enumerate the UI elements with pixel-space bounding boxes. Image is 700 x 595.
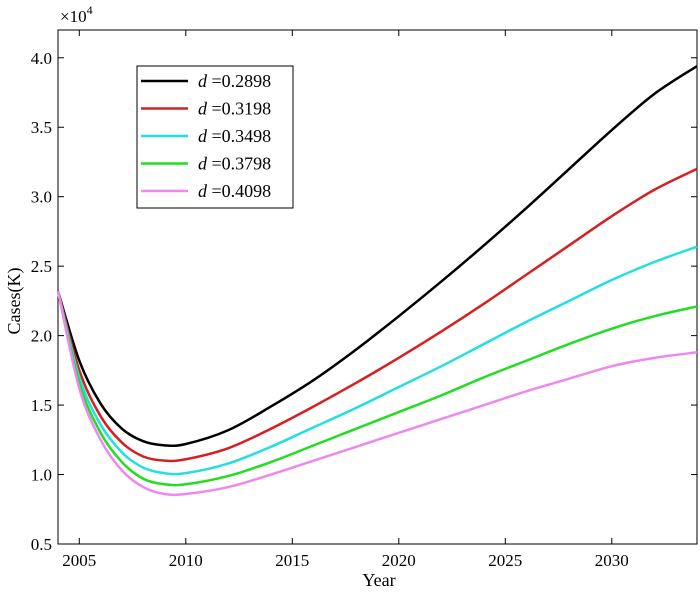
- legend-entry-1: d =0.2898: [198, 71, 271, 91]
- y-tick-label: 4.0: [31, 49, 52, 68]
- series-line-5: [56, 290, 698, 497]
- x-axis-label: Year: [362, 570, 395, 590]
- y-tick-label: 0.5: [31, 535, 52, 554]
- y-tick-label: 1.5: [31, 396, 52, 415]
- legend: d =0.2898 d =0.3198 d =0.3498 d =0.3798 d =0…: [136, 65, 294, 209]
- x-tick-label: 2015: [275, 551, 309, 570]
- series-line-1: [56, 65, 698, 448]
- y-tick-label: 3.0: [31, 188, 52, 207]
- y-tick-label: 2.0: [31, 327, 52, 346]
- legend-entry-3: d =0.3498: [198, 126, 271, 146]
- x-tick-label: 2020: [382, 551, 416, 570]
- plot-area: [57, 29, 698, 545]
- ticks-layer: 2005 2010 2015 2020 2025 2030 0.5 1.0 1.5 2.0 2.5 3…: [31, 30, 697, 570]
- legend-entry-5: d =0.4098: [198, 181, 271, 201]
- y-tick-label: 3.5: [31, 118, 52, 137]
- x-tick-label: 2030: [595, 551, 629, 570]
- y-axis-label: Cases(K): [4, 268, 25, 335]
- y-multiplier-label: ×104: [60, 3, 93, 26]
- y-tick-label: 2.5: [31, 257, 52, 276]
- series-layer: [56, 65, 698, 497]
- legend-entry-4: d =0.3798: [198, 154, 271, 174]
- series-line-3: [56, 245, 698, 476]
- x-tick-label: 2005: [62, 551, 96, 570]
- legend-entry-2: d =0.3198: [198, 99, 271, 119]
- x-tick-label: 2010: [169, 551, 203, 570]
- y-tick-label: 1.0: [31, 466, 52, 485]
- series-line-2: [56, 167, 698, 463]
- series-line-4: [56, 290, 698, 487]
- x-tick-label: 2025: [488, 551, 522, 570]
